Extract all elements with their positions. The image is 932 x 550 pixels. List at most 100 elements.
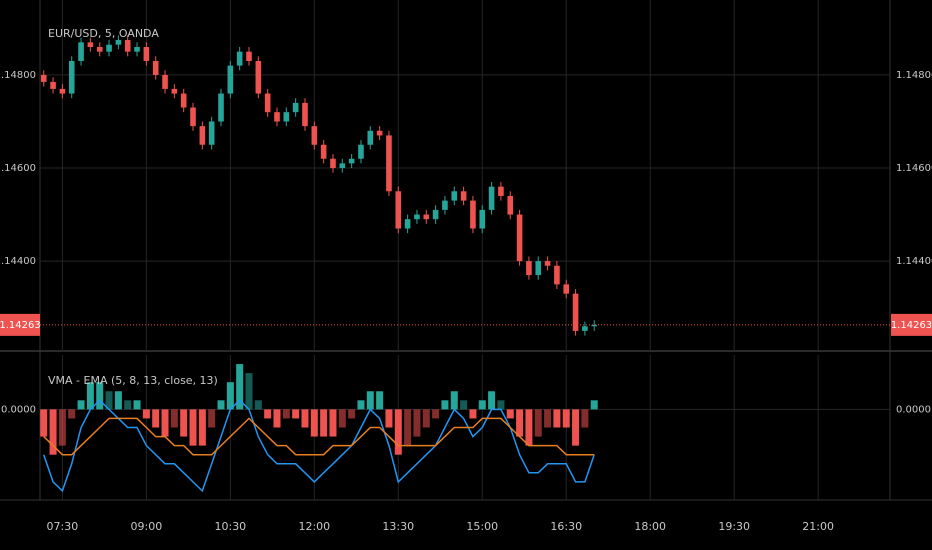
histogram-bar — [450, 391, 458, 410]
candle-body — [190, 107, 196, 127]
x-tick-label: 13:30 — [382, 520, 414, 533]
candle-body — [143, 47, 150, 61]
candle-body — [544, 261, 551, 266]
histogram-bar — [292, 409, 300, 419]
candle-body — [404, 219, 411, 229]
candle-body — [311, 126, 318, 145]
x-tick-label: 16:30 — [550, 520, 582, 533]
candle-body — [535, 261, 542, 276]
candle-body — [264, 93, 271, 113]
candle-body — [50, 81, 56, 89]
candle-body — [526, 261, 532, 276]
y-tick-label: 0.0000 — [896, 404, 931, 415]
candle-body — [218, 93, 224, 122]
y-tick-label: 1.14400 — [0, 256, 36, 267]
x-tick-label: 21:00 — [802, 520, 834, 533]
candle-body — [106, 44, 112, 52]
candle-body — [554, 265, 560, 285]
histogram-bar — [114, 391, 122, 410]
candle-body — [78, 42, 84, 61]
main-title: EUR/USD, 5, OANDA — [48, 27, 159, 40]
candle-body — [470, 200, 476, 229]
histogram-bar — [77, 400, 85, 410]
histogram-bar — [245, 373, 253, 410]
candle-body — [124, 40, 131, 52]
candle-body — [330, 158, 336, 169]
histogram-bar — [133, 400, 141, 410]
plot-layer — [0, 0, 932, 500]
candle-body — [68, 60, 75, 94]
candle-body — [572, 293, 579, 331]
y-tick-label: 1.14800 — [0, 70, 36, 81]
histogram-bar — [348, 409, 356, 419]
candle-body — [516, 214, 523, 262]
candle-body — [162, 74, 168, 89]
histogram-bar — [432, 409, 440, 419]
histogram-bar — [152, 409, 160, 428]
candle-body — [591, 324, 598, 327]
candle-body — [87, 42, 94, 48]
x-tick-label: 15:00 — [466, 520, 498, 533]
histogram-bar — [264, 409, 272, 419]
histogram-bar — [422, 409, 430, 428]
x-tick-label: 19:30 — [718, 520, 750, 533]
histogram-bar — [49, 409, 57, 455]
x-tick-label: 09:00 — [131, 520, 163, 533]
candle-body — [432, 209, 439, 220]
candle-body — [180, 93, 187, 108]
histogram-bar — [301, 409, 309, 428]
candle-body — [414, 214, 420, 220]
candle-body — [171, 88, 178, 94]
histogram-bar — [385, 409, 393, 428]
histogram-bar — [562, 409, 570, 428]
candle-body — [507, 195, 514, 215]
candle-body — [255, 60, 262, 94]
y-tick-label: 1.14600 — [896, 163, 932, 174]
histogram-bar — [68, 409, 76, 419]
histogram-bar — [516, 409, 524, 437]
histogram-bar — [320, 409, 328, 437]
y-tick-label: 1.14400 — [896, 256, 932, 267]
candle-body — [199, 126, 206, 145]
histogram-bar — [40, 409, 48, 437]
histogram-bar — [254, 400, 262, 410]
histogram-bar — [469, 409, 477, 419]
histogram-bar — [170, 409, 178, 428]
candle-body — [246, 51, 252, 61]
candle-body — [283, 112, 290, 122]
histogram-bar — [236, 364, 244, 410]
x-tick-label: 18:00 — [634, 520, 666, 533]
candle-body — [59, 88, 66, 94]
y-tick-label: 1.14800 — [896, 70, 932, 81]
histogram-bar — [394, 409, 402, 455]
candle-body — [479, 209, 486, 229]
histogram-bar — [338, 409, 346, 428]
candle-body — [395, 191, 402, 229]
histogram-bar — [525, 409, 533, 446]
candle-body — [442, 200, 448, 210]
last-price-label: 1.14263 — [0, 320, 41, 331]
candle-body — [96, 47, 103, 52]
histogram-bar — [198, 409, 206, 446]
candle-body — [339, 163, 346, 169]
candle-body — [563, 284, 570, 294]
last-price-label: 1.14263 — [891, 320, 932, 331]
x-tick-label: 12:00 — [298, 520, 330, 533]
y-tick-label: 0.0000 — [1, 404, 36, 415]
candle-body — [386, 135, 392, 192]
candle-body — [488, 186, 495, 210]
candle-body — [115, 40, 122, 45]
x-tick-label: 07:30 — [47, 520, 79, 533]
histogram-bar — [413, 409, 421, 437]
candle-body — [451, 191, 458, 201]
histogram-bar — [86, 382, 94, 410]
histogram-bar — [105, 391, 113, 410]
candle-body — [582, 326, 588, 331]
histogram-bar — [544, 409, 552, 428]
candle-body — [498, 186, 504, 196]
histogram-bar — [460, 400, 468, 410]
candle-body — [227, 65, 234, 94]
histogram-bar — [124, 400, 132, 410]
candle-body — [358, 144, 364, 159]
